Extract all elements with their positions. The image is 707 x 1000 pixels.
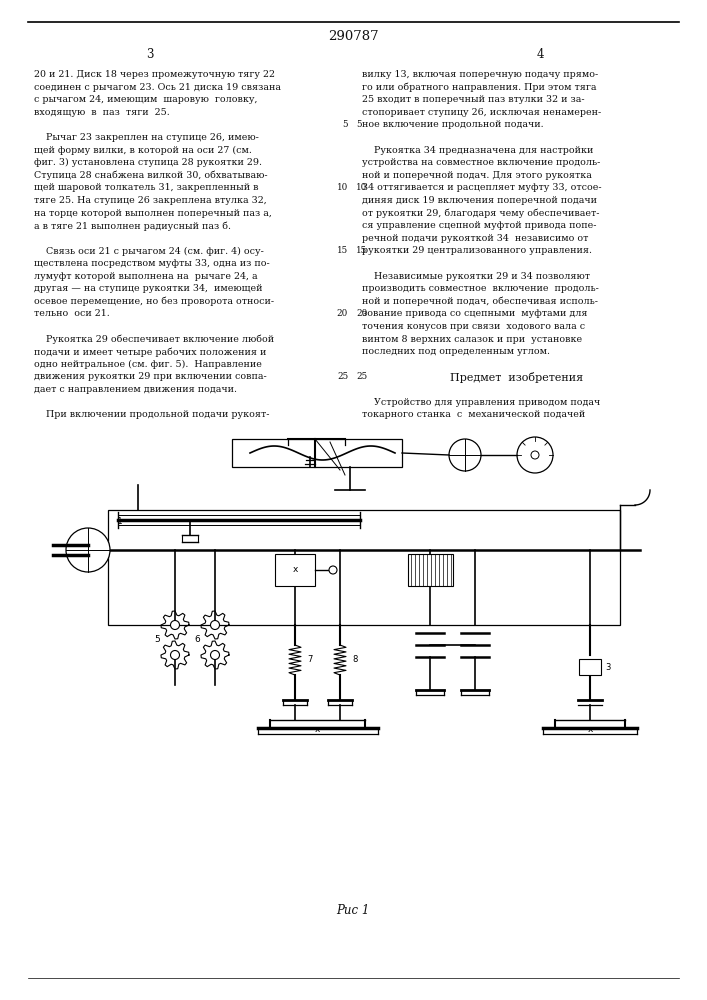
Text: соединен с рычагом 23. Ось 21 диска 19 связана: соединен с рычагом 23. Ось 21 диска 19 с…	[34, 83, 281, 92]
Text: Рукоятка 29 обеспечивает включение любой: Рукоятка 29 обеспечивает включение любой	[34, 335, 274, 344]
Text: 34 оттягивается и расцепляет муфту 33, отсое-: 34 оттягивается и расцепляет муфту 33, о…	[362, 183, 602, 192]
Text: 10: 10	[337, 183, 348, 192]
Text: на торце которой выполнен поперечный паз а,: на торце которой выполнен поперечный паз…	[34, 209, 272, 218]
Text: 15: 15	[337, 246, 348, 255]
Text: 5: 5	[342, 120, 348, 129]
Text: дает с направлением движения подачи.: дает с направлением движения подачи.	[34, 385, 237, 394]
Text: винтом 8 верхних салазок и при  установке: винтом 8 верхних салазок и при установке	[362, 335, 582, 344]
Text: Рис 1: Рис 1	[337, 904, 370, 916]
Text: 8: 8	[352, 656, 357, 664]
Text: подачи и имеет четыре рабочих положения и: подачи и имеет четыре рабочих положения …	[34, 347, 267, 357]
Text: ной и поперечной подач, обеспечивая исполь-: ной и поперечной подач, обеспечивая испо…	[362, 297, 598, 306]
Circle shape	[449, 439, 481, 471]
Text: а в тяге 21 выполнен радиусный паз б.: а в тяге 21 выполнен радиусный паз б.	[34, 221, 231, 231]
Circle shape	[517, 437, 553, 473]
Text: ся управление сцепной муфтой привода попе-: ся управление сцепной муфтой привода поп…	[362, 221, 597, 230]
Text: го или обратного направления. При этом тяга: го или обратного направления. При этом т…	[362, 83, 597, 92]
Text: 20: 20	[356, 309, 367, 318]
Bar	[407, 554, 452, 586]
Text: щей форму вилки, в которой на оси 27 (см.: щей форму вилки, в которой на оси 27 (см…	[34, 146, 252, 155]
Circle shape	[531, 451, 539, 459]
Text: последних под определенным углом.: последних под определенным углом.	[362, 347, 550, 356]
Text: диняя диск 19 включения поперечной подачи: диняя диск 19 включения поперечной подач…	[362, 196, 597, 205]
Text: 290787: 290787	[327, 30, 378, 43]
Text: речной подачи рукояткой 34  независимо от: речной подачи рукояткой 34 независимо от	[362, 234, 588, 243]
Circle shape	[170, 650, 180, 660]
Circle shape	[211, 620, 219, 630]
Text: тяге 25. На ступице 26 закреплена втулка 32,: тяге 25. На ступице 26 закреплена втулка…	[34, 196, 267, 205]
Text: 4: 4	[536, 47, 544, 60]
Text: вилку 13, включая поперечную подачу прямо-: вилку 13, включая поперечную подачу прям…	[362, 70, 598, 79]
Text: с рычагом 24, имеющим  шаровую  головку,: с рычагом 24, имеющим шаровую головку,	[34, 95, 257, 104]
Text: 15: 15	[356, 246, 367, 255]
Text: ной и поперечной подач. Для этого рукоятка: ной и поперечной подач. Для этого рукоят…	[362, 171, 592, 180]
Text: Независимые рукоятки 29 и 34 позволяют: Независимые рукоятки 29 и 34 позволяют	[362, 272, 590, 281]
Text: x: x	[292, 566, 298, 574]
Text: Ступица 28 снабжена вилкой 30, обхватываю-: Ступица 28 снабжена вилкой 30, обхватыва…	[34, 171, 268, 180]
Text: одно нейтральное (см. фиг. 5).  Направление: одно нейтральное (см. фиг. 5). Направлен…	[34, 360, 262, 369]
Text: Предмет  изобретения: Предмет изобретения	[450, 372, 583, 383]
Text: 20 и 21. Диск 18 через промежуточную тягу 22: 20 и 21. Диск 18 через промежуточную тяг…	[34, 70, 275, 79]
Text: 25: 25	[356, 372, 367, 381]
Text: тельно  оси 21.: тельно оси 21.	[34, 309, 110, 318]
Text: 25: 25	[337, 372, 348, 381]
Text: 25 входит в поперечный паз втулки 32 и за-: 25 входит в поперечный паз втулки 32 и з…	[362, 95, 585, 104]
Text: входящую  в  паз  тяги  25.: входящую в паз тяги 25.	[34, 108, 170, 117]
Text: точения конусов при связи  ходового вала с: точения конусов при связи ходового вала …	[362, 322, 585, 331]
Bar	[275, 554, 315, 586]
Circle shape	[170, 620, 180, 630]
Text: x: x	[588, 726, 592, 734]
Text: При включении продольной подачи рукоят-: При включении продольной подачи рукоят-	[34, 410, 269, 419]
Text: 5: 5	[154, 636, 160, 645]
Bar	[108, 510, 620, 625]
Text: 6: 6	[194, 636, 200, 645]
Text: производить совместное  включение  продоль-: производить совместное включение продоль…	[362, 284, 599, 293]
Text: Устройство для управления приводом подач: Устройство для управления приводом подач	[362, 398, 600, 407]
Text: устройства на совместное включение продоль-: устройства на совместное включение продо…	[362, 158, 600, 167]
Text: стопоривает ступицу 26, исключая ненамерен-: стопоривает ступицу 26, исключая ненамер…	[362, 108, 601, 117]
Text: 1: 1	[117, 518, 123, 526]
Text: 7: 7	[307, 656, 312, 664]
Text: токарного станка  с  механической подачей: токарного станка с механической подачей	[362, 410, 585, 419]
Text: рукоятки 29 централизованного управления.: рукоятки 29 централизованного управления…	[362, 246, 592, 255]
Text: лумуфт которой выполнена на  рычаге 24, а: лумуфт которой выполнена на рычаге 24, а	[34, 272, 257, 281]
Text: щей шаровой толкатель 31, закрепленный в: щей шаровой толкатель 31, закрепленный в	[34, 183, 259, 192]
Text: ное включение продольной подачи.: ное включение продольной подачи.	[362, 120, 544, 129]
Circle shape	[211, 650, 219, 660]
Circle shape	[66, 528, 110, 572]
Text: фиг. 3) установлена ступица 28 рукоятки 29.: фиг. 3) установлена ступица 28 рукоятки …	[34, 158, 262, 167]
Text: 3: 3	[605, 662, 610, 672]
Text: 10: 10	[356, 183, 367, 192]
Text: осевое перемещение, но без проворота относи-: осевое перемещение, но без проворота отн…	[34, 297, 274, 306]
Text: Связь оси 21 с рычагом 24 (см. фиг. 4) осу-: Связь оси 21 с рычагом 24 (см. фиг. 4) о…	[34, 246, 264, 256]
Text: ществлена посредством муфты 33, одна из по-: ществлена посредством муфты 33, одна из …	[34, 259, 270, 268]
Text: от рукоятки 29, благодаря чему обеспечивает-: от рукоятки 29, благодаря чему обеспечив…	[362, 209, 600, 218]
Text: другая — на ступице рукоятки 34,  имеющей: другая — на ступице рукоятки 34, имеющей	[34, 284, 262, 293]
Text: Рукоятка 34 предназначена для настройки: Рукоятка 34 предназначена для настройки	[362, 146, 593, 155]
Bar	[232, 439, 402, 467]
Text: 3: 3	[146, 47, 153, 60]
Text: зование привода со сцепными  муфтами для: зование привода со сцепными муфтами для	[362, 309, 588, 318]
Text: Рычаг 23 закреплен на ступице 26, имею-: Рычаг 23 закреплен на ступице 26, имею-	[34, 133, 259, 142]
Bar	[579, 659, 601, 675]
Text: 20: 20	[337, 309, 348, 318]
Text: 5: 5	[356, 120, 361, 129]
Text: x: x	[315, 726, 320, 734]
Circle shape	[329, 566, 337, 574]
Text: движения рукоятки 29 при включении совпа-: движения рукоятки 29 при включении совпа…	[34, 372, 267, 381]
